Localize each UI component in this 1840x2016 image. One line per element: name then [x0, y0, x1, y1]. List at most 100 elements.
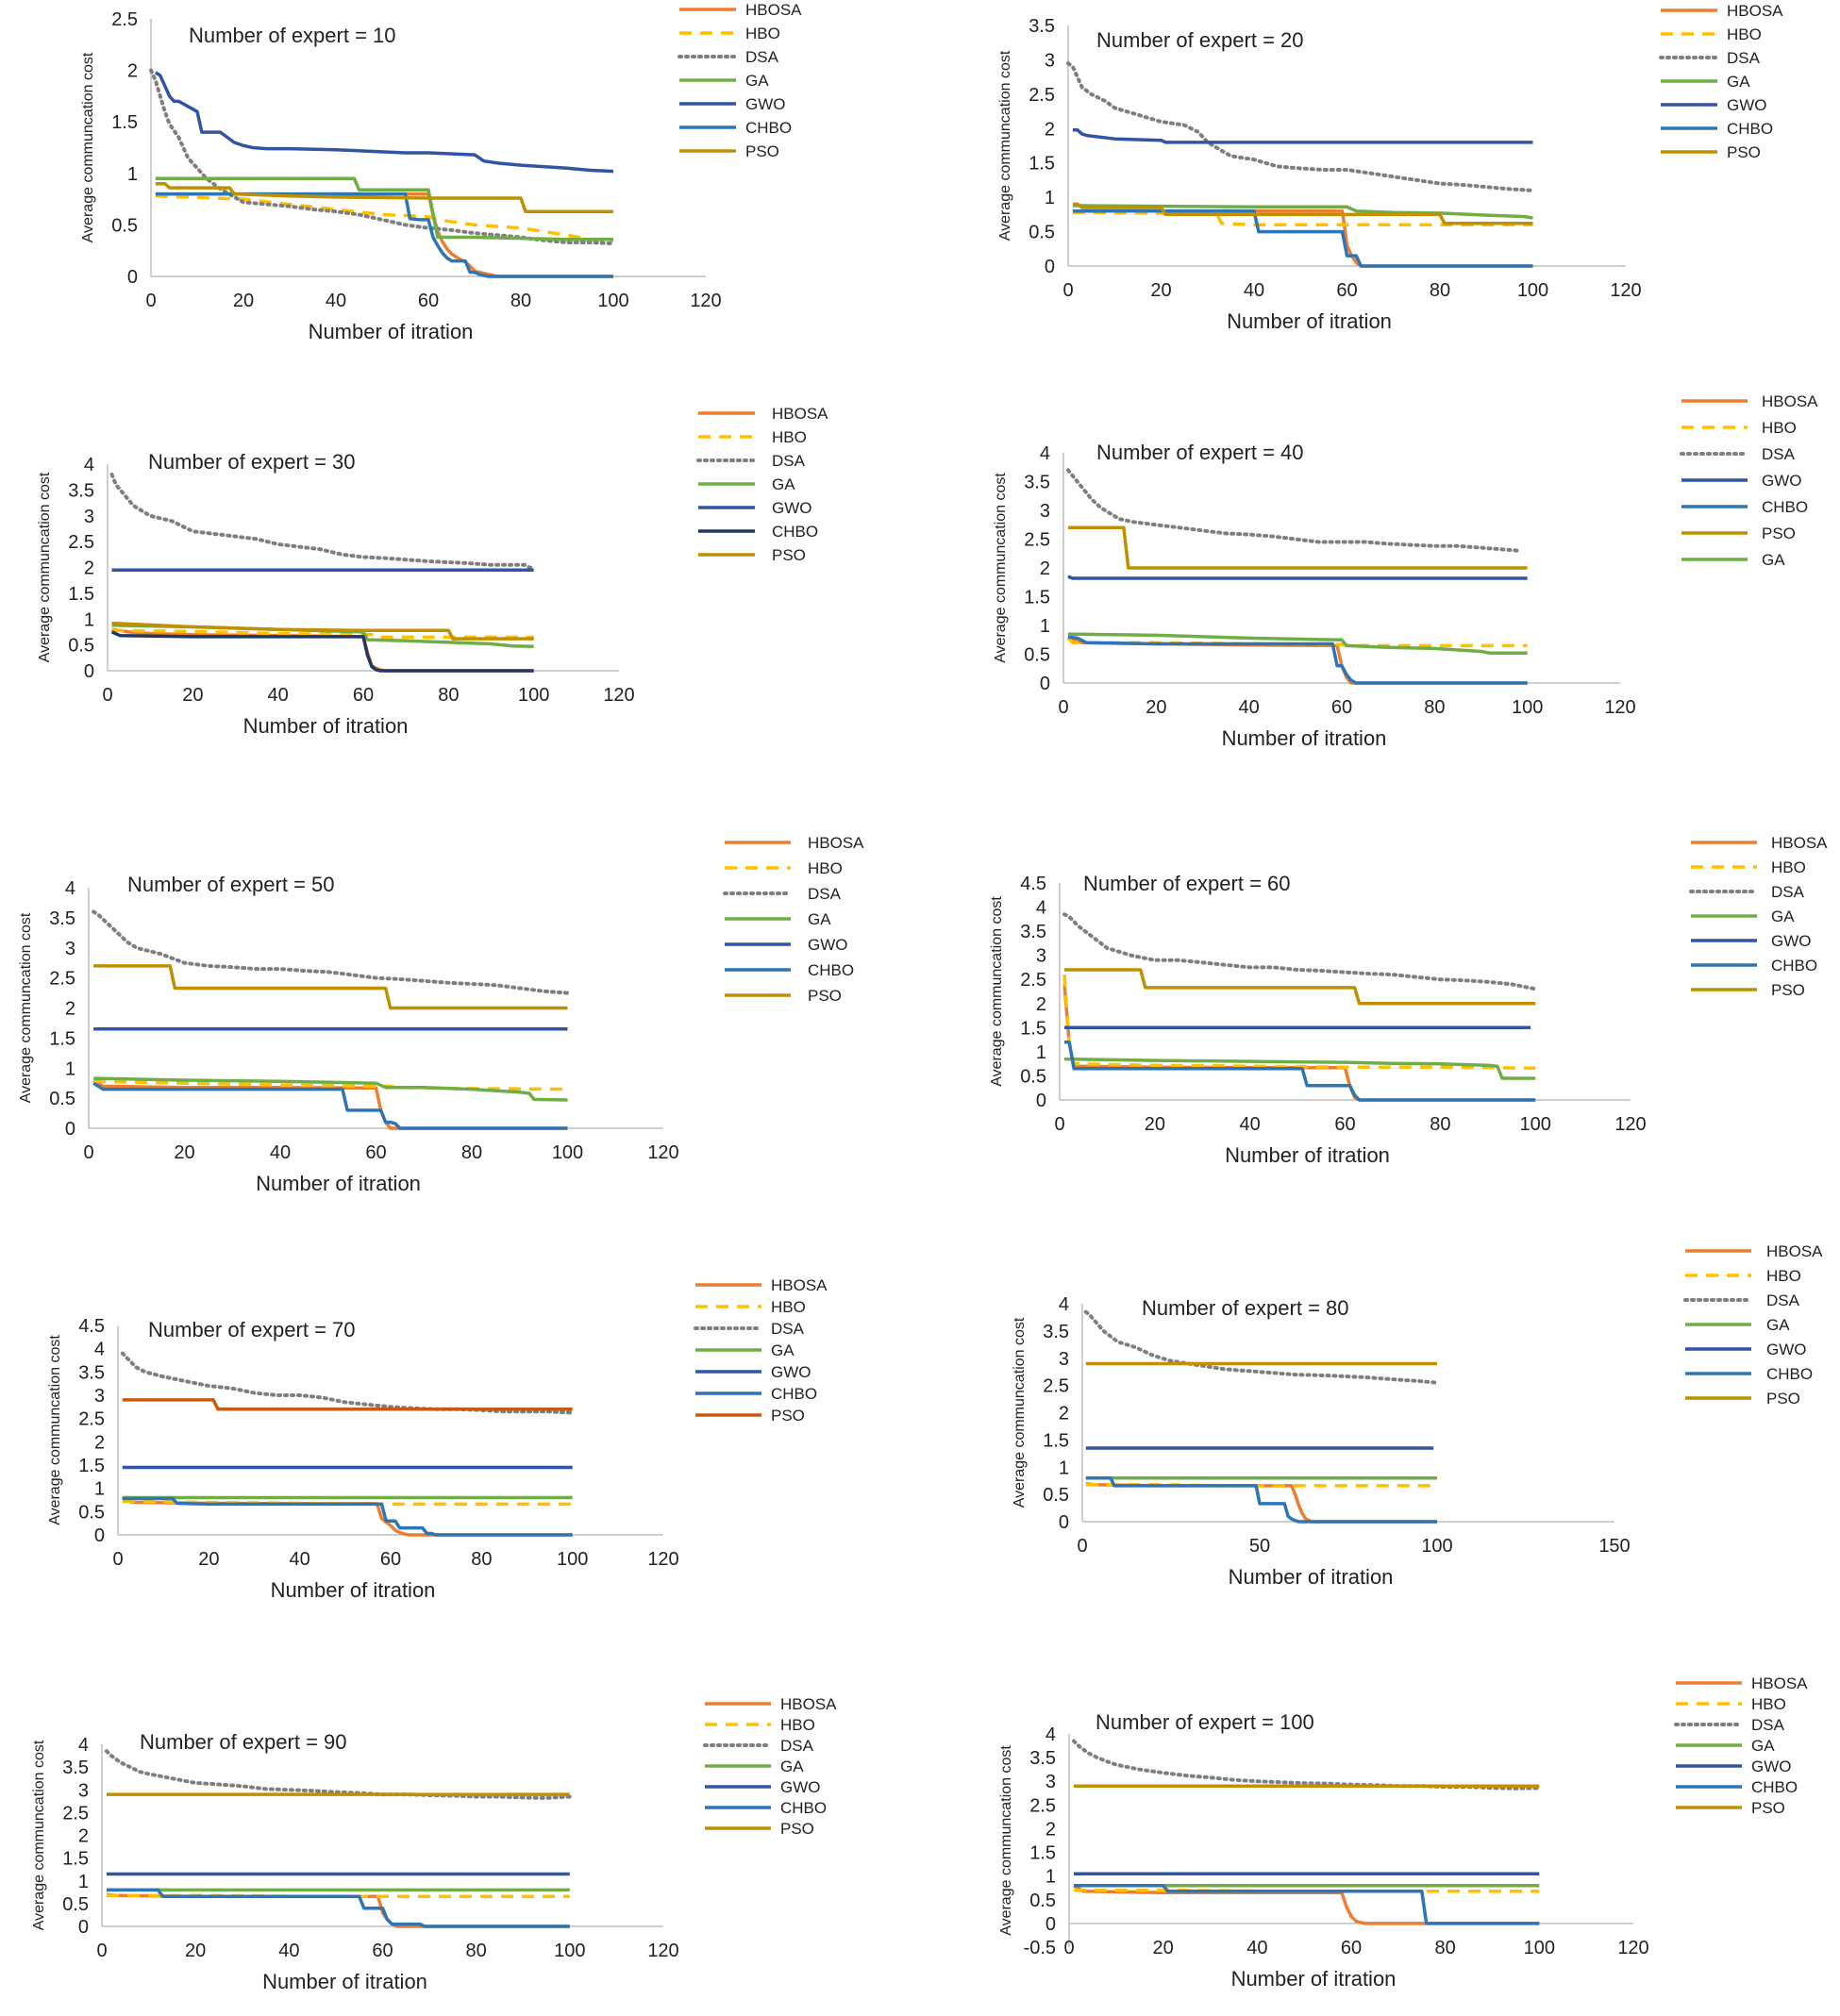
legend-label: CHBO: [808, 961, 854, 979]
x-tick-label: 80: [461, 1142, 482, 1163]
y-tick-label: 4: [84, 455, 94, 475]
x-tick-label: 0: [1058, 697, 1068, 718]
y-tick-label: 1.5: [1024, 588, 1050, 608]
legend-label: DSA: [1766, 1291, 1800, 1309]
x-tick-label: 60: [418, 291, 439, 311]
chart-legend: HBOSA HBO DSA GA GWO CHBO PSO: [1689, 834, 1828, 999]
y-tick-label: 2: [1045, 119, 1055, 140]
x-tick-label: 80: [438, 685, 459, 706]
y-tick-label: 0.5: [1043, 1485, 1069, 1506]
y-tick-label: 1: [1045, 1867, 1056, 1888]
legend-label: GA: [1766, 1316, 1790, 1334]
legend-label: DSA: [1751, 1716, 1785, 1734]
series-line-hbosa: [106, 1892, 570, 1928]
x-axis-title: Number of itration: [271, 1578, 436, 1602]
series-line-chbo: [1085, 1476, 1437, 1524]
legend-label: HBOSA: [1751, 1674, 1808, 1692]
legend-label: HBOSA: [1727, 2, 1783, 20]
legend-label: HBO: [808, 859, 843, 877]
legend-label: HBOSA: [1766, 1242, 1823, 1260]
legend-label: GWO: [1727, 96, 1767, 114]
x-tick-label: 80: [1430, 280, 1450, 301]
x-tick-label: 40: [268, 685, 289, 706]
y-tick-label: 1.5: [1043, 1430, 1069, 1451]
series-line-gwo: [154, 71, 614, 174]
y-tick-label: 2.5: [68, 532, 94, 553]
y-tick-label: 0: [1036, 1091, 1046, 1111]
legend-label: GWO: [771, 1363, 811, 1381]
legend-label: CHBO: [1766, 1365, 1813, 1383]
chart-legend: HBOSA HBO DSA GA GWO CHBO PSO: [703, 1695, 837, 1838]
chart-annotation: Number of expert = 80: [1142, 1296, 1349, 1320]
y-tick-label: 3: [65, 939, 75, 959]
x-tick-label: 0: [102, 685, 112, 706]
y-tick-label: 2: [78, 1826, 89, 1847]
y-tick-label: 2.5: [62, 1803, 89, 1824]
x-tick-label: 60: [1334, 1114, 1355, 1135]
series-line-dsa: [92, 909, 570, 995]
legend-label: CHBO: [1771, 957, 1817, 975]
y-tick-label: 0.5: [49, 1089, 75, 1109]
legend-label: CHBO: [1727, 120, 1773, 138]
y-tick-label: 4: [1036, 898, 1046, 919]
chart-annotation: Number of expert = 60: [1083, 872, 1291, 895]
y-tick-label: 2: [1045, 1819, 1056, 1840]
chart-legend: HBOSA HBO DSA GA GWO CHBO PSO: [696, 405, 828, 564]
y-tick-label: 3: [1040, 501, 1050, 522]
series-line-ga: [155, 176, 613, 242]
series-line-pso: [93, 964, 568, 1010]
series-line-dsa: [120, 1351, 575, 1415]
y-axis-title: Average communcation cost: [31, 1740, 47, 1930]
series-line-dsa: [1062, 912, 1538, 991]
chart-panel: -0.500.511.522.533.540 20 40 60 80 100 120Numb…: [998, 1674, 1808, 1991]
x-tick-label: 40: [1240, 1114, 1261, 1135]
chart-legend: HBOSA HBO DSA GA GWO CHBO PSO: [1683, 1242, 1823, 1408]
series-line-dsa: [1065, 468, 1520, 553]
x-tick-label: 100: [597, 291, 628, 311]
x-tick-label: 120: [1614, 1114, 1646, 1135]
legend-label: GA: [808, 910, 831, 928]
legend-label: DSA: [808, 885, 842, 903]
series-line-hbo: [1085, 1482, 1437, 1488]
series-line-hbosa: [1072, 208, 1533, 268]
y-tick-label: 1: [1040, 616, 1050, 637]
legend-label: HBOSA: [1762, 392, 1818, 410]
series-line-chbo: [122, 1496, 573, 1537]
series-line-hbosa: [155, 192, 613, 278]
chart-annotation: Number of expert = 40: [1096, 441, 1304, 464]
x-tick-label: 60: [372, 1941, 393, 1961]
legend-label: GA: [1762, 551, 1785, 569]
x-tick-label: 100: [1517, 280, 1548, 301]
y-tick-label: 0: [1040, 674, 1050, 694]
x-tick-label: 100: [518, 685, 549, 706]
y-axis-title: Average communcation cost: [18, 912, 34, 1103]
series-line-dsa: [105, 1749, 572, 1800]
x-tick-label: 40: [1244, 280, 1264, 301]
y-axis-title: Average communcation cost: [1012, 1317, 1028, 1508]
y-tick-label: 4: [78, 1735, 89, 1756]
y-tick-label: 1: [78, 1872, 89, 1892]
series-line-chbo: [92, 1081, 568, 1130]
series-line-gwo: [1067, 575, 1528, 580]
x-tick-label: 20: [1150, 280, 1171, 301]
legend-label: HBOSA: [808, 834, 864, 852]
series-line-pso: [111, 621, 534, 641]
y-tick-label: 1: [84, 609, 94, 630]
legend-label: CHBO: [780, 1799, 827, 1817]
legend-label: DSA: [772, 452, 806, 470]
y-tick-label: 1.5: [1029, 1843, 1056, 1864]
x-tick-label: 100: [1512, 697, 1543, 718]
x-axis-title: Number of itration: [243, 714, 409, 738]
legend-label: CHBO: [1762, 498, 1808, 516]
y-axis-title: Average communcation cost: [47, 1335, 63, 1525]
series-line-chbo: [1072, 208, 1533, 268]
chart-legend: HBOSA HBO DSA GA GWO CHBO PSO: [677, 1, 802, 160]
legend-label: GWO: [1762, 472, 1802, 490]
x-tick-label: 20: [174, 1142, 194, 1163]
chart-annotation: Number of expert = 70: [148, 1318, 356, 1341]
legend-label: HBOSA: [771, 1276, 828, 1294]
series-line-pso: [1072, 202, 1533, 225]
legend-label: DSA: [780, 1737, 814, 1755]
y-tick-label: 1: [1059, 1458, 1069, 1478]
